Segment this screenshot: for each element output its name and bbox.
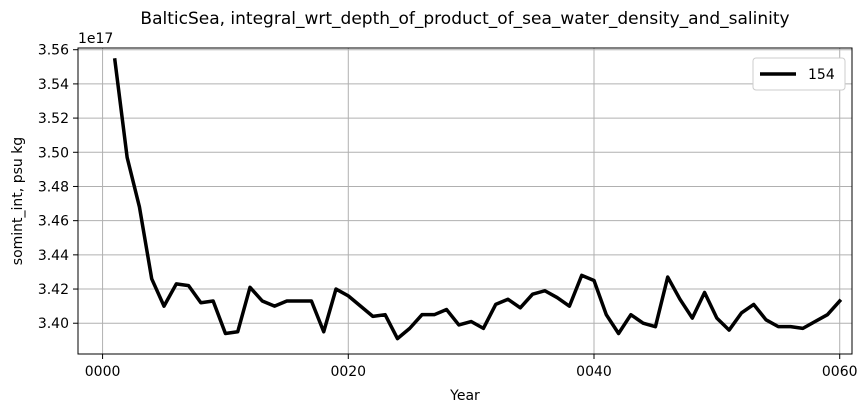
chart-title: BalticSea, integral_wrt_depth_of_product…: [140, 9, 789, 29]
y-tick-label: 3.50: [38, 145, 69, 161]
series-line-154: [112, 58, 843, 341]
x-axis-ticks: 0000 0020 0040 0060: [85, 354, 858, 380]
series-layer: [112, 58, 843, 341]
y-tick-label: 3.46: [38, 214, 69, 230]
legend-box: [752, 57, 846, 91]
x-tick-label: 0040: [576, 364, 612, 380]
y-tick-label: 3.48: [38, 179, 69, 195]
y-tick-label: 3.44: [38, 248, 69, 264]
legend: 154: [752, 57, 846, 91]
legend-label: 154: [808, 67, 835, 83]
y-offset-text: 1e17: [78, 31, 113, 47]
x-axis-label: Year: [449, 388, 480, 404]
y-axis-label: somint_int, psu kg: [10, 137, 26, 265]
y-tick-label: 3.54: [38, 77, 69, 93]
y-tick-label: 3.56: [38, 43, 69, 59]
x-tick-label: 0000: [85, 364, 121, 380]
y-tick-label: 3.42: [38, 282, 69, 298]
y-axis-ticks: 3.40 3.42 3.44 3.46 3.48 3.50 3.52 3.54 3.56: [38, 43, 78, 332]
plot-background: [78, 48, 852, 354]
x-tick-label: 0020: [330, 364, 366, 380]
y-tick-label: 3.40: [38, 316, 69, 332]
x-tick-label: 0060: [822, 364, 858, 380]
plot-frame: [77, 47, 853, 355]
y-tick-label: 3.52: [38, 111, 69, 127]
